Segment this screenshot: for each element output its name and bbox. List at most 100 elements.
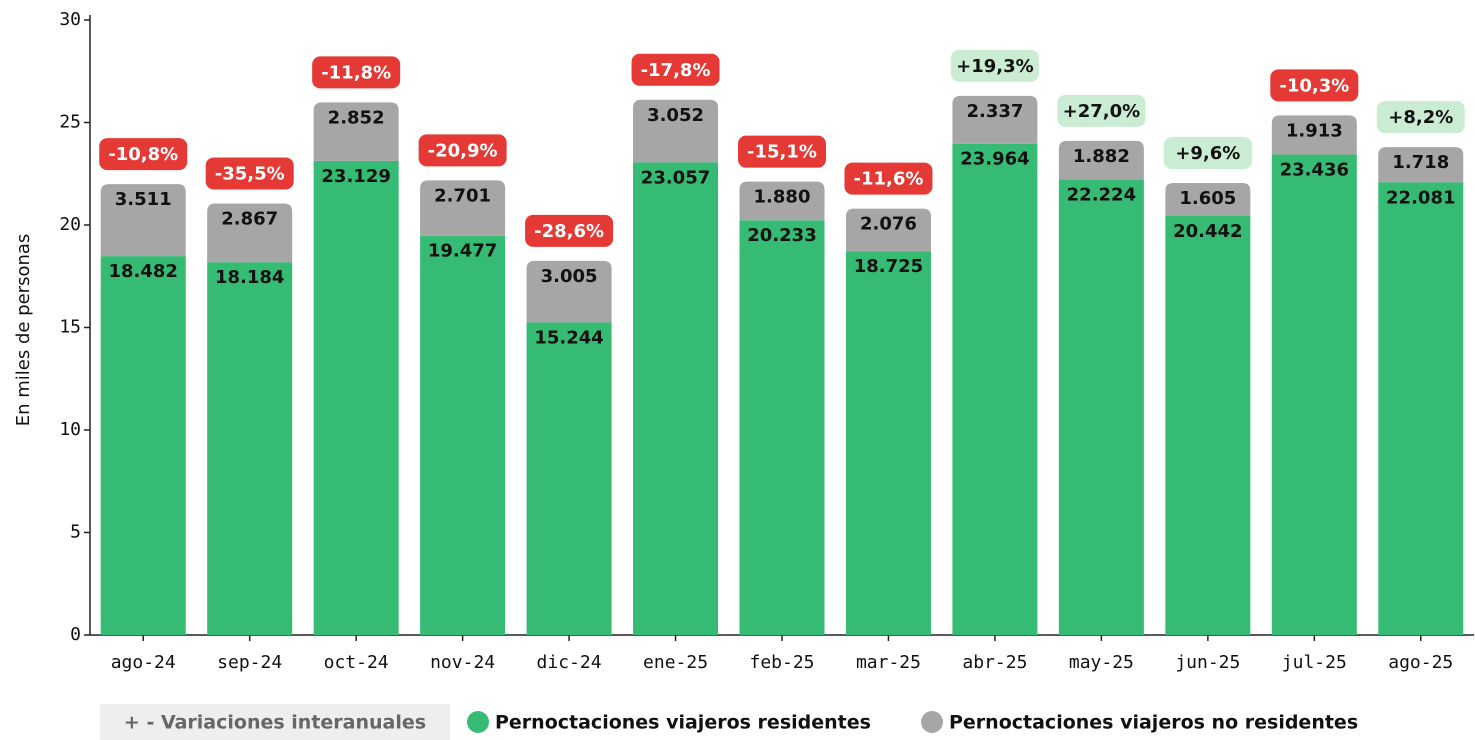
value-label: 1.605 [1179,188,1236,209]
bar-segment [1271,115,1357,155]
variation-badge [631,53,720,86]
bar-segment [420,180,506,236]
y-tick-label: 15 [59,317,81,338]
x-tick-label: may-25 [1069,652,1134,673]
legend-marker [921,711,943,733]
bar-segment [313,102,399,161]
variation-label: +8,2% [1388,107,1453,128]
bar-segment [1271,154,1357,635]
variation-label: -10,8% [108,144,178,165]
value-label: 2.852 [328,107,385,128]
bar-segment [845,251,931,635]
value-label: 3.052 [647,105,704,126]
value-label: 3.005 [541,266,598,287]
x-tick-label: dic-24 [537,652,602,673]
variation-label: -10,3% [1279,75,1349,96]
variation-label: +27,0% [1063,101,1141,122]
value-label: 2.076 [860,214,917,235]
bar-segment [1165,215,1251,635]
x-tick-label: abr-25 [962,652,1027,673]
legend-label: Pernoctaciones viajeros no residentes [949,712,1358,734]
y-tick-label: 5 [70,522,81,543]
value-label: 18.184 [215,267,284,288]
variation-label: -20,9% [428,140,498,161]
value-label: 1.880 [754,187,811,208]
bar-segment [1378,147,1464,183]
legend-label: Pernoctaciones viajeros residentes [495,712,871,734]
value-label: 23.964 [960,149,1029,170]
bar-segment [633,162,719,636]
value-label: 18.725 [854,256,923,277]
variation-badge [99,138,188,171]
y-tick-label: 0 [70,624,81,645]
bar-segment [633,99,719,163]
x-tick-label: mar-25 [856,652,921,673]
bar-segment [526,260,612,323]
value-label: 23.057 [641,167,710,188]
variation-badge [1270,69,1359,102]
variation-label: -17,8% [641,60,711,81]
y-tick-label: 10 [59,419,81,440]
x-tick-label: oct-24 [324,652,389,673]
x-tick-label: nov-24 [430,652,495,673]
variation-badge [738,135,826,168]
value-label: 3.511 [115,189,172,210]
y-tick-label: 25 [59,112,81,133]
value-label: 15.244 [534,327,603,348]
variation-label: +19,3% [956,56,1034,77]
variation-badge [1057,94,1146,127]
bar-segment [1165,183,1251,216]
variation-legend-box [100,704,450,740]
value-label: 1.913 [1286,120,1343,141]
legend-marker [467,711,489,733]
value-label: 1.718 [1392,152,1449,173]
variation-label: -35,5% [215,163,285,184]
value-label: 2.337 [966,101,1023,122]
bar-segment [313,160,399,635]
value-label: 2.701 [434,185,491,206]
variation-badge [950,49,1039,82]
variation-badge [1163,137,1252,170]
value-label: 22.081 [1386,187,1455,208]
value-label: 20.442 [1173,221,1242,242]
bar-segment [526,322,612,635]
bar-segment [952,143,1038,635]
bar-segment [739,181,825,221]
value-label: 1.882 [1073,146,1130,167]
bar-segment [1058,140,1144,180]
variation-label: -28,6% [534,221,604,242]
variation-badge [312,56,401,89]
value-label: 22.224 [1067,184,1136,205]
value-label: 2.867 [221,208,278,229]
variation-legend: + - Variaciones interanuales [124,712,426,734]
x-tick-label: ago-24 [111,652,176,673]
bar-segment [100,184,186,257]
variation-badge [418,134,507,167]
value-label: 23.436 [1280,160,1349,181]
x-tick-label: feb-25 [749,652,814,673]
variation-label: -11,6% [854,169,924,190]
x-tick-label: ago-25 [1388,652,1453,673]
bar-segment [1378,182,1464,636]
value-label: 20.233 [747,225,816,246]
variation-label: +9,6% [1175,143,1240,164]
x-tick-label: sep-24 [217,652,282,673]
variation-badge [844,162,933,195]
bar-segment [739,220,825,635]
value-label: 23.129 [321,166,390,187]
variation-badge [205,157,294,190]
value-label: 18.482 [108,261,177,282]
x-tick-label: jul-25 [1282,652,1347,673]
y-tick-label: 20 [59,214,81,235]
bar-segment [420,235,506,635]
variation-label: -11,8% [321,62,391,83]
value-label: 19.477 [428,241,497,262]
variation-badge [1376,101,1465,134]
variation-badge [525,214,614,247]
x-tick-label: jun-25 [1175,652,1240,673]
y-tick-label: 30 [59,9,81,30]
bar-segment [952,95,1038,144]
bar-segment [100,256,186,635]
bar-segment [1058,179,1144,635]
